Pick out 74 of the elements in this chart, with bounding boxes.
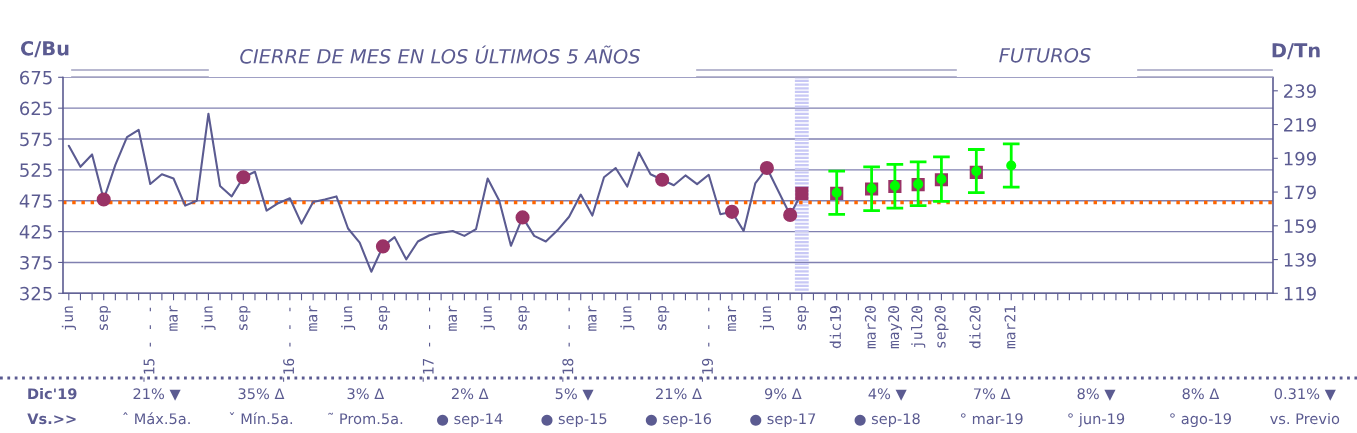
- text: vs. Previo: [1270, 412, 1340, 425]
- text: ● sep-17: [750, 413, 816, 428]
- chart-subtitle: FUTUROS: [999, 47, 1091, 63]
- x-tick-label: jul20: [911, 306, 926, 348]
- text: Dic'19: [28, 387, 77, 400]
- x-tick-label: mar: [448, 305, 458, 331]
- x-tick-label: ¯16 - - -: [283, 307, 295, 382]
- text: 8% Δ: [1182, 388, 1220, 400]
- y2-tick-label: 199: [1284, 151, 1316, 166]
- x-tick-label: mar: [588, 305, 597, 331]
- text: ˜ Prom.5a.: [328, 412, 403, 425]
- text: 5% ▼: [555, 388, 594, 401]
- x-tick-label: sep: [797, 305, 809, 330]
- x-tick-label: ¯18 - - -: [562, 307, 574, 382]
- y2-tick-label: 119: [1284, 286, 1316, 301]
- text: 21% ▼: [133, 388, 181, 401]
- x-tick-label: mar: [727, 305, 737, 331]
- x-tick-label: sep: [518, 305, 530, 330]
- text: Vs.>>: [27, 413, 76, 425]
- x-tick-label: sep: [239, 305, 251, 330]
- text: 8% ▼: [1077, 388, 1116, 401]
- text: ● sep-16: [645, 413, 712, 428]
- text: ● sep-14: [437, 413, 503, 428]
- text: ● sep-18: [854, 413, 920, 428]
- x-tick-label: jun: [341, 306, 356, 331]
- text: 21% Δ: [656, 388, 702, 400]
- y2-tick-label: 239: [1284, 84, 1316, 98]
- text: 7% Δ: [973, 388, 1011, 400]
- y-tick-label: 625: [20, 101, 52, 116]
- x-tick-label: jun: [201, 306, 216, 331]
- text: ° mar-19: [961, 413, 1023, 425]
- text: ˇ Mín.5a.: [229, 412, 293, 425]
- x-tick-label: sep: [99, 305, 111, 330]
- y2-tick-label: 139: [1284, 253, 1316, 267]
- y2-axis-title: D/Tn: [1272, 43, 1320, 60]
- x-tick-label: ¯19 - - -: [701, 307, 713, 382]
- text: ˆ Máx.5a.: [123, 412, 190, 425]
- x-tick-label: mar21: [1004, 306, 1016, 349]
- y-tick-label: 425: [19, 225, 52, 239]
- text: 3% Δ: [347, 388, 385, 400]
- x-tick-label: sep: [378, 305, 391, 330]
- y-tick-label: 575: [20, 132, 52, 147]
- x-tick-label: dic19: [829, 306, 841, 349]
- x-tick-label: ¯15 - - -: [143, 307, 155, 382]
- x-tick-label: mar20: [864, 306, 876, 349]
- text: 0.31% ▼: [1274, 388, 1336, 401]
- text: 35% Δ: [238, 388, 285, 400]
- y-tick-label: 675: [20, 70, 52, 85]
- y-tick-label: 475: [19, 194, 52, 208]
- x-tick-label: ¯17 - - -: [422, 307, 434, 382]
- text: ● sep-15: [541, 413, 607, 428]
- x-tick-label: jun: [480, 306, 495, 331]
- x-tick-label: sep: [658, 305, 670, 330]
- x-tick-label: dic20: [969, 306, 981, 349]
- text: 9% Δ: [764, 388, 802, 400]
- y2-tick-label: 159: [1284, 219, 1316, 233]
- y2-tick-label: 219: [1284, 118, 1316, 132]
- text: ° ago-19: [1170, 413, 1231, 428]
- x-tick-label: may20: [888, 306, 902, 349]
- y-tick-label: 325: [20, 286, 52, 301]
- y-axis-title: C/Bu: [20, 40, 69, 58]
- x-tick-label: mar: [309, 305, 318, 331]
- x-tick-label: sep20: [934, 306, 949, 348]
- y-tick-label: 525: [20, 163, 52, 177]
- text: 4% ▼: [868, 388, 907, 401]
- x-tick-label: jun: [759, 306, 774, 331]
- chart-title: CIERRE DE MES EN LOS ÚLTIMOS 5 AÑOS: [240, 45, 640, 64]
- x-tick-label: jun: [620, 306, 635, 331]
- y2-tick-label: 179: [1284, 185, 1316, 200]
- x-tick-label: jun: [61, 306, 76, 331]
- y-tick-label: 375: [20, 255, 52, 270]
- text: ° jun-19: [1068, 412, 1125, 428]
- x-tick-label: mar: [169, 305, 178, 331]
- text: 2% Δ: [451, 388, 489, 400]
